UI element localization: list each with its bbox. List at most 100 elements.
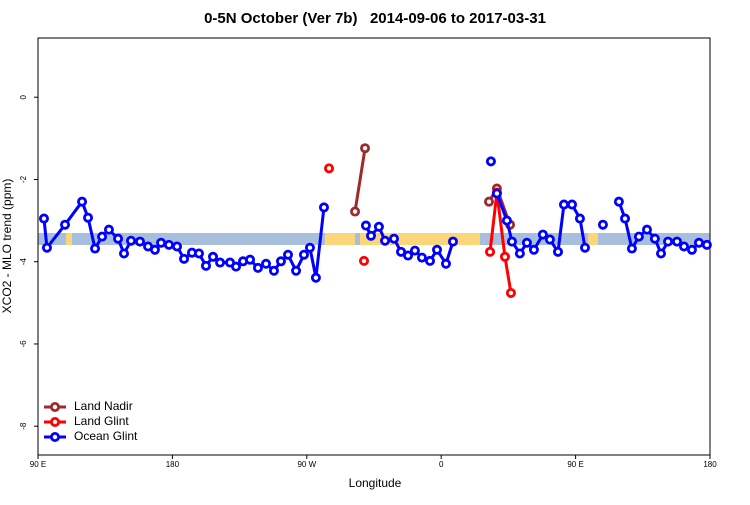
point <box>360 220 371 231</box>
point <box>200 260 211 271</box>
point <box>491 188 502 199</box>
point <box>38 213 49 224</box>
series-line <box>488 192 513 294</box>
point <box>663 236 674 247</box>
point <box>506 236 517 247</box>
point <box>103 224 114 235</box>
y-tick-label: -4 <box>19 258 28 266</box>
point <box>215 257 226 268</box>
point <box>424 255 435 266</box>
point <box>514 248 525 259</box>
point <box>501 215 512 226</box>
point <box>483 196 494 207</box>
point <box>134 236 145 247</box>
point <box>701 239 712 250</box>
point <box>318 202 329 213</box>
point <box>304 242 315 253</box>
point <box>163 239 174 250</box>
point <box>83 212 94 223</box>
x-tick-label: 90 E <box>30 460 46 469</box>
point <box>275 256 286 267</box>
legend-label: Ocean Glint <box>74 429 138 443</box>
chart-title: 0-5N October (Ver 7b) 2014-09-06 to 2017… <box>204 10 546 27</box>
point <box>208 251 219 262</box>
point <box>447 236 458 247</box>
series <box>38 156 712 283</box>
point <box>440 258 451 269</box>
point <box>409 245 420 256</box>
point <box>580 242 591 253</box>
point <box>641 224 652 235</box>
series <box>324 163 516 298</box>
point <box>156 237 167 248</box>
point <box>505 287 516 298</box>
point <box>126 235 137 246</box>
point <box>671 236 682 247</box>
point <box>60 219 71 230</box>
point <box>499 251 510 262</box>
y-tick-label: -2 <box>19 175 28 183</box>
point <box>193 248 204 259</box>
x-tick-label: 90 E <box>567 460 583 469</box>
point <box>360 143 371 154</box>
point <box>380 235 391 246</box>
legend-marker <box>50 416 61 427</box>
point <box>521 237 532 248</box>
point <box>282 249 293 260</box>
point <box>679 241 690 252</box>
y-tick-label: 0 <box>19 94 28 99</box>
y-tick-label: -8 <box>19 422 28 430</box>
x-tick-label: 90 W <box>297 460 316 469</box>
point <box>245 254 256 265</box>
y-tick-label: -6 <box>19 340 28 348</box>
x-tick-label: 180 <box>166 460 180 469</box>
x-tick-label: 180 <box>703 460 717 469</box>
land-band <box>360 233 480 245</box>
point <box>574 213 585 224</box>
point <box>416 252 427 263</box>
point <box>537 229 548 240</box>
point <box>268 265 279 276</box>
point <box>552 246 563 257</box>
point <box>261 258 272 269</box>
y-axis-label: XCO2 - MLO trend (ppm) <box>0 179 14 314</box>
point <box>485 246 496 257</box>
series-line <box>353 147 367 212</box>
land-band <box>325 233 355 245</box>
point <box>597 219 608 230</box>
point <box>77 196 88 207</box>
x-axis-label: Longitude <box>349 476 402 490</box>
point <box>366 230 377 241</box>
point <box>649 233 660 244</box>
point <box>149 244 160 255</box>
land-band <box>66 233 72 245</box>
point <box>113 233 124 244</box>
point <box>119 248 130 259</box>
point <box>403 250 414 261</box>
x-tick-label: 0 <box>439 460 444 469</box>
point <box>358 255 369 266</box>
point <box>528 244 539 255</box>
point <box>231 261 242 272</box>
point <box>310 272 321 283</box>
point <box>485 156 496 167</box>
point <box>656 248 667 259</box>
point <box>324 163 335 174</box>
point <box>90 243 101 254</box>
point <box>558 199 569 210</box>
land-band <box>588 233 598 245</box>
point <box>686 244 697 255</box>
legend-marker <box>50 401 61 412</box>
point <box>350 206 361 217</box>
point <box>389 233 400 244</box>
point <box>373 221 384 232</box>
legend-label: Land Glint <box>74 414 129 428</box>
point <box>97 231 108 242</box>
point <box>633 231 644 242</box>
point <box>291 265 302 276</box>
point <box>396 246 407 257</box>
point <box>172 241 183 252</box>
legend-marker <box>50 431 61 442</box>
